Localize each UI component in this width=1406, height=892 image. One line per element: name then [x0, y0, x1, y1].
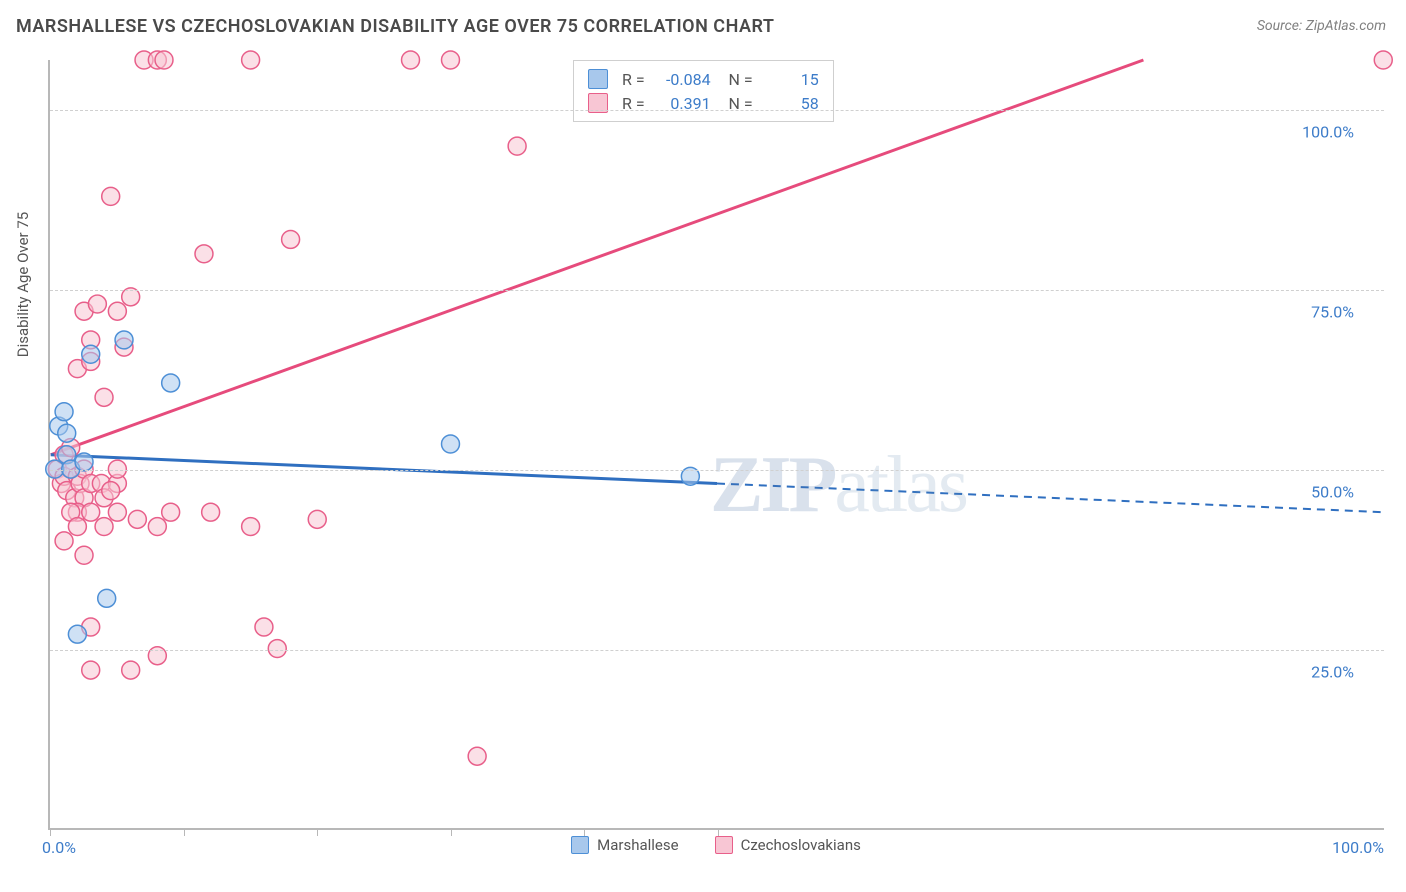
gridline [50, 110, 1384, 111]
scatter-point [95, 388, 113, 406]
scatter-point [95, 518, 113, 536]
scatter-point [468, 747, 486, 765]
stats-r-label: R = [622, 70, 645, 89]
scatter-point [242, 51, 260, 69]
y-axis-label: Disability Age Over 75 [14, 212, 32, 357]
stats-legend-box: R = -0.084 N = 15 R = 0.391 N = 58 [573, 60, 834, 122]
scatter-point [82, 503, 100, 521]
stats-row-blue: R = -0.084 N = 15 [588, 67, 819, 91]
stats-r-blue: -0.084 [655, 70, 711, 89]
ytick-label: 75.0% [1311, 303, 1354, 322]
scatter-point [202, 503, 220, 521]
gridline [50, 470, 1384, 471]
legend-label: Czechoslovakians [741, 836, 861, 854]
scatter-point [308, 510, 326, 528]
scatter-point [508, 137, 526, 155]
scatter-point [75, 546, 93, 564]
scatter-point [102, 482, 120, 500]
ytick-label: 50.0% [1311, 483, 1354, 502]
scatter-point [402, 51, 420, 69]
chart-area: ZIPatlas R = -0.084 N = 15 R = 0.391 N =… [48, 60, 1384, 830]
xtick [718, 828, 719, 836]
scatter-point [58, 424, 76, 442]
scatter-point [195, 245, 213, 263]
legend-item: Czechoslovakians [715, 836, 861, 854]
xtick [451, 828, 452, 836]
stats-row-pink: R = 0.391 N = 58 [588, 91, 819, 115]
ytick-label: 100.0% [1302, 123, 1354, 142]
scatter-point [82, 661, 100, 679]
scatter-point [115, 331, 133, 349]
scatter-point [68, 625, 86, 643]
source-attribution: Source: ZipAtlas.com [1257, 18, 1386, 34]
swatch-blue [588, 69, 608, 89]
xtick [317, 828, 318, 836]
legend-item: Marshallese [571, 836, 678, 854]
scatter-point [108, 460, 126, 478]
gridline [50, 650, 1384, 651]
scatter-point [268, 640, 286, 658]
scatter-point [1374, 51, 1392, 69]
scatter-point [82, 345, 100, 363]
scatter-point [255, 618, 273, 636]
stats-n-blue: 15 [763, 70, 819, 89]
legend-bottom: Marshallese Czechoslovakians [48, 836, 1384, 858]
scatter-point [442, 435, 460, 453]
xtick [184, 828, 185, 836]
legend-swatch [715, 836, 733, 854]
scatter-point [55, 403, 73, 421]
scatter-points-layer [50, 60, 1384, 828]
scatter-point [155, 51, 173, 69]
chart-title: MARSHALLESE VS CZECHOSLOVAKIAN DISABILIT… [16, 16, 774, 37]
scatter-point [98, 589, 116, 607]
scatter-point [442, 51, 460, 69]
xtick [584, 828, 585, 836]
xtick [50, 828, 51, 836]
gridline [50, 290, 1384, 291]
scatter-point [88, 295, 106, 313]
scatter-point [128, 510, 146, 528]
scatter-point [242, 518, 260, 536]
legend-swatch [571, 836, 589, 854]
scatter-point [122, 661, 140, 679]
scatter-point [108, 302, 126, 320]
scatter-point [282, 230, 300, 248]
legend-label: Marshallese [597, 836, 678, 854]
scatter-point [75, 453, 93, 471]
scatter-point [148, 518, 166, 536]
scatter-point [102, 187, 120, 205]
scatter-point [55, 532, 73, 550]
scatter-point [108, 503, 126, 521]
stats-n-label: N = [721, 70, 753, 89]
plot-region: ZIPatlas R = -0.084 N = 15 R = 0.391 N =… [48, 60, 1384, 830]
scatter-point [162, 374, 180, 392]
scatter-point [68, 518, 86, 536]
ytick-label: 25.0% [1311, 663, 1354, 682]
scatter-point [162, 503, 180, 521]
